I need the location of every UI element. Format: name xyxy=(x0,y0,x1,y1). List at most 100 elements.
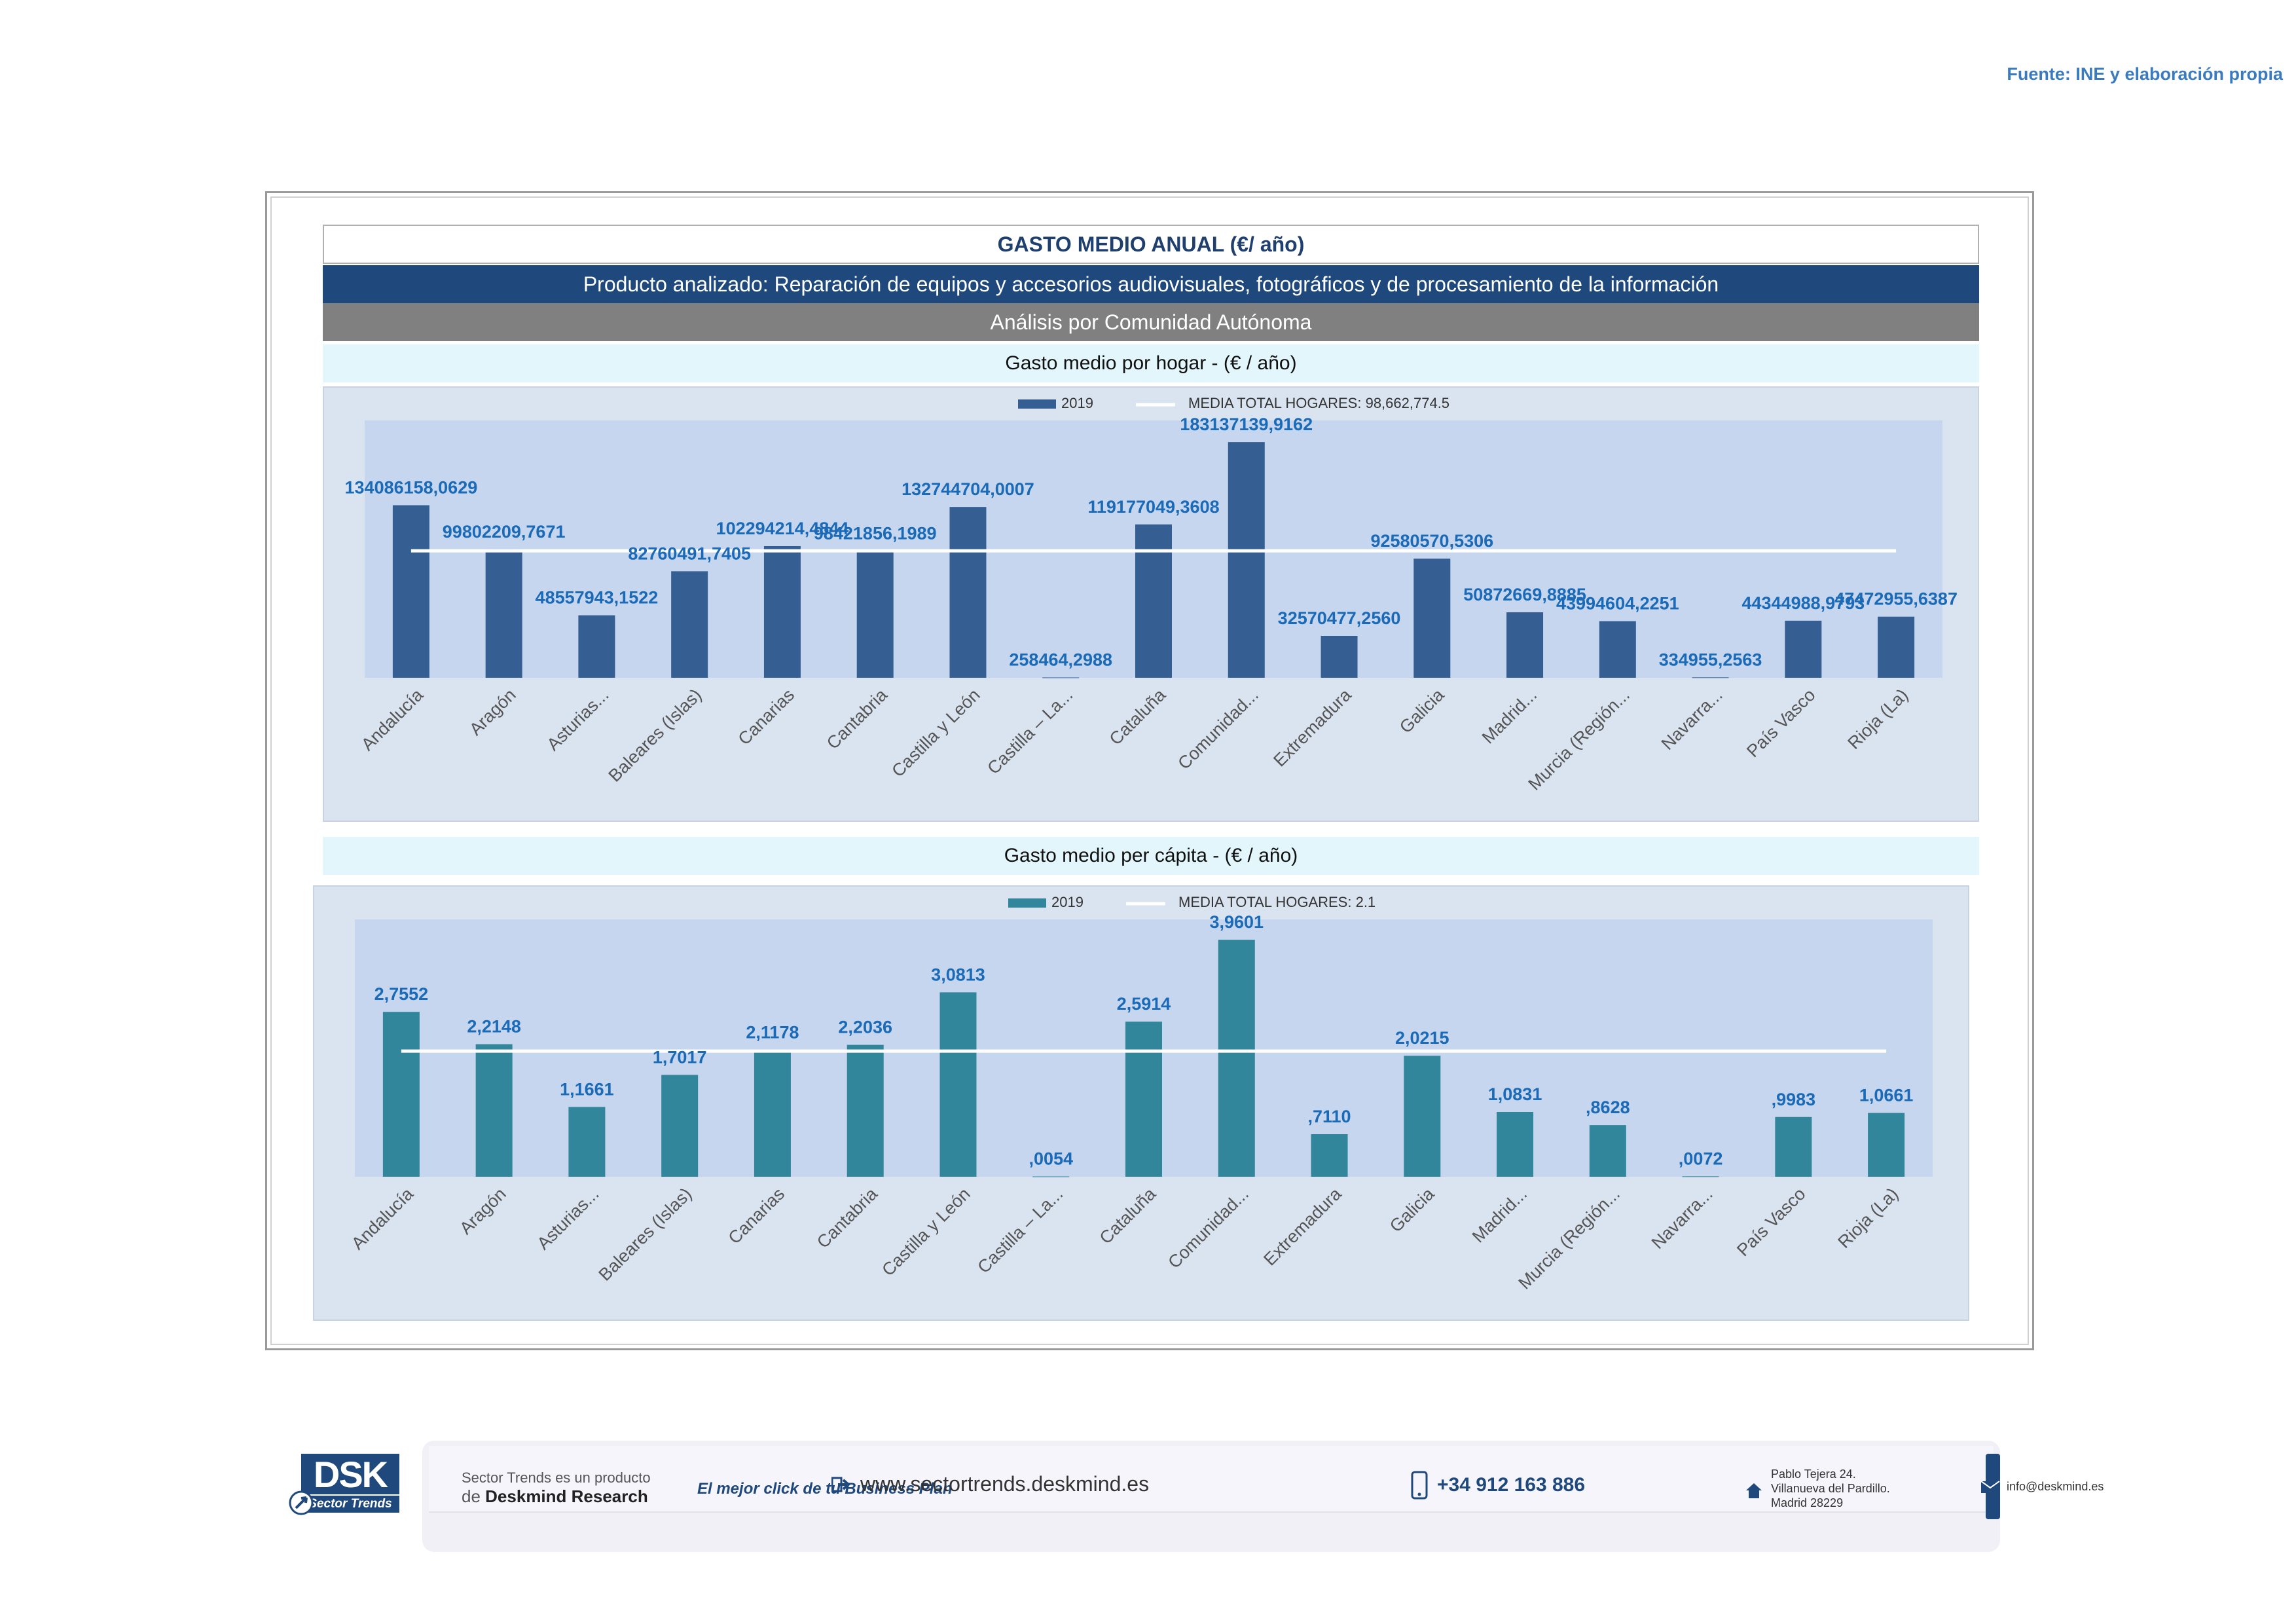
footer-banner: Sector Trends es un producto de Deskmind… xyxy=(422,1441,2104,1552)
data-label-2: 2,2148 xyxy=(467,1017,521,1037)
legend-swatch-series xyxy=(1008,898,1046,908)
source-note: Fuente: INE y elaboración propia xyxy=(2007,64,2283,84)
legend: 2019 MEDIA TOTAL HOGARES: 2.1 xyxy=(1008,894,1376,910)
bar-1 xyxy=(392,505,429,678)
analysis-banner: Análisis por Comunidad Autónoma xyxy=(323,303,1979,341)
data-label-16: ,9983 xyxy=(1772,1090,1816,1109)
category-label-17: Rioja (La) xyxy=(1844,685,1912,753)
data-label-8: 258464,2988 xyxy=(1009,650,1112,669)
data-label-11: ,7110 xyxy=(1307,1107,1351,1126)
category-label-14: Murcia (Región... xyxy=(1524,685,1633,794)
web-link[interactable]: www.sectortrends.deskmind.es xyxy=(860,1472,1150,1496)
footer: DSK Sector Trends Sector Trends es un pr… xyxy=(262,1428,2104,1559)
dsk-logo: DSK Sector Trends xyxy=(289,1454,399,1515)
category-label-4: Baleares (Islas) xyxy=(595,1184,696,1285)
link-arrow-icon xyxy=(831,1477,851,1492)
legend-label-series: 2019 xyxy=(1051,894,1084,910)
bar-10 xyxy=(1218,940,1255,1177)
bar-17 xyxy=(1878,616,1915,678)
bar-14 xyxy=(1599,621,1636,678)
category-label-2: Aragón xyxy=(465,685,520,739)
data-label-4: 82760491,7405 xyxy=(628,544,751,563)
category-label-2: Aragón xyxy=(456,1184,510,1238)
data-label-8: ,0054 xyxy=(1029,1149,1073,1169)
data-label-14: 43994604,2251 xyxy=(1556,594,1679,614)
chart-hogar: 2019 MEDIA TOTAL HOGARES: 98,662,774.5 134… xyxy=(345,395,1958,794)
page-title: GASTO MEDIO ANUAL (€/ año) xyxy=(323,225,1979,264)
category-label-15: Navarra... xyxy=(1658,685,1726,754)
bar-9 xyxy=(1125,1022,1162,1177)
category-label-11: Extremadura xyxy=(1260,1183,1345,1269)
footer-email[interactable]: info@deskmind.es xyxy=(1980,1480,2104,1494)
report-frame xyxy=(265,191,2034,1350)
chart2-title: Gasto medio per cápita - (€ / año) xyxy=(323,837,1979,875)
data-label-12: 2,0215 xyxy=(1395,1028,1449,1048)
category-label-9: Cataluña xyxy=(1106,684,1170,748)
footer-line2: de Deskmind Research xyxy=(462,1486,648,1506)
bar-5 xyxy=(754,1050,791,1177)
data-label-1: 2,7552 xyxy=(374,984,429,1004)
bar-6 xyxy=(856,551,894,678)
bar-16 xyxy=(1775,1116,1812,1177)
legend: 2019 MEDIA TOTAL HOGARES: 98,662,774.5 xyxy=(1018,395,1449,411)
data-label-9: 119177049,3608 xyxy=(1087,497,1219,517)
data-label-7: 132744704,0007 xyxy=(902,479,1034,499)
data-label-4: 1,7017 xyxy=(653,1047,707,1067)
bar-3 xyxy=(568,1107,606,1177)
category-label-15: Navarra... xyxy=(1648,1184,1717,1253)
legend-swatch-series xyxy=(1018,399,1056,409)
data-label-3: 1,1661 xyxy=(560,1079,614,1099)
footer-line1: Sector Trends es un producto xyxy=(462,1469,651,1486)
category-label-3: Asturias... xyxy=(543,685,613,754)
category-label-8: Castilla – La... xyxy=(974,1184,1066,1277)
data-label-13: 1,0831 xyxy=(1488,1084,1542,1104)
bar-17 xyxy=(1868,1113,1905,1177)
data-label-11: 32570477,2560 xyxy=(1278,608,1401,628)
bar-15 xyxy=(1692,677,1729,678)
bar-2 xyxy=(485,549,522,678)
bar-10 xyxy=(1228,442,1265,678)
home-icon xyxy=(1746,1483,1762,1498)
legend-label-series: 2019 xyxy=(1061,395,1093,411)
data-label-5: 2,1178 xyxy=(746,1022,799,1042)
logo-text: DSK xyxy=(301,1454,399,1495)
category-label-10: Comunidad... xyxy=(1174,685,1262,773)
category-label-1: Andalucía xyxy=(348,1183,418,1253)
logo-subtitle: Sector Trends xyxy=(301,1496,399,1513)
category-label-12: Galicia xyxy=(1396,684,1448,737)
category-label-10: Comunidad... xyxy=(1164,1184,1252,1272)
chart-hogar-panel: 2019 MEDIA TOTAL HOGARES: 98,662,774.5 134… xyxy=(323,386,1979,822)
data-label-6: 98421856,1989 xyxy=(814,524,937,544)
category-label-11: Extremadura xyxy=(1269,684,1355,770)
data-label-12: 92580570,5306 xyxy=(1370,531,1493,551)
bar-6 xyxy=(847,1044,884,1177)
bar-3 xyxy=(578,615,615,678)
data-label-7: 3,0813 xyxy=(931,965,985,984)
category-label-16: País Vasco xyxy=(1743,685,1819,761)
data-label-6: 2,2036 xyxy=(838,1018,892,1037)
footer-web[interactable]: www.sectortrends.deskmind.es xyxy=(831,1472,1149,1496)
bar-1 xyxy=(382,1012,420,1177)
data-label-17: 47472955,6387 xyxy=(1834,589,1958,609)
legend-label-mean: MEDIA TOTAL HOGARES: 98,662,774.5 xyxy=(1188,395,1449,411)
footer-address: Pablo Tejera 24. Villanueva del Pardillo… xyxy=(1745,1467,1890,1510)
category-label-5: Canarias xyxy=(735,685,799,749)
data-label-13: 50872669,8885 xyxy=(1463,585,1586,604)
category-label-14: Murcia (Región... xyxy=(1514,1184,1624,1293)
category-label-3: Asturias... xyxy=(534,1184,603,1253)
category-label-1: Andalucía xyxy=(357,684,428,754)
chart1-title: Gasto medio por hogar - (€ / año) xyxy=(323,344,1979,382)
data-label-3: 48557943,1522 xyxy=(536,588,659,608)
bar-13 xyxy=(1506,612,1544,678)
footer-slogan: El mejor click de tu Business Plan xyxy=(697,1480,953,1498)
bar-11 xyxy=(1311,1134,1348,1177)
bar-9 xyxy=(1135,524,1172,678)
data-label-10: 3,9601 xyxy=(1209,912,1264,932)
bar-12 xyxy=(1404,1056,1441,1177)
category-label-16: País Vasco xyxy=(1733,1184,1809,1260)
footer-phone[interactable]: +34 912 163 886 xyxy=(1411,1471,1585,1500)
data-label-5: 102294214,4844 xyxy=(716,519,849,538)
bar-5 xyxy=(763,545,801,678)
bar-7 xyxy=(939,992,977,1177)
chart-percapita-panel: 2019 MEDIA TOTAL HOGARES: 2.1 2,7552 2,2148… xyxy=(313,885,1969,1321)
